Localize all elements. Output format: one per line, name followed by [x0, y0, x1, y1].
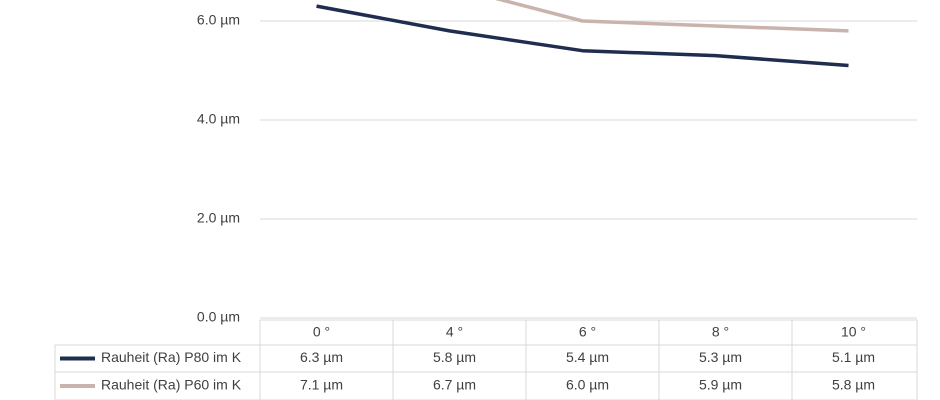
x-tick-label: 10 ° — [841, 324, 866, 340]
y-tick-label: 6.0 µm — [197, 12, 240, 28]
value-label: 7.1 µm — [300, 377, 343, 393]
x-tick-label: 8 ° — [712, 324, 729, 340]
value-label: 5.3 µm — [699, 349, 742, 365]
series-line — [494, 0, 849, 33]
x-tick-label: 6 ° — [579, 324, 596, 340]
value-label: 5.9 µm — [699, 377, 742, 393]
value-label: 6.0 µm — [566, 377, 609, 393]
y-tick-label: 0.0 µm — [197, 309, 240, 325]
value-label: 5.8 µm — [433, 349, 476, 365]
legend-label: Rauheit (Ra) P60 im K — [101, 377, 242, 393]
value-label: 5.1 µm — [832, 349, 875, 365]
x-tick-label: 0 ° — [313, 324, 330, 340]
series-line — [316, 4, 849, 68]
y-tick-label: 4.0 µm — [197, 111, 240, 127]
value-label: 6.7 µm — [433, 377, 476, 393]
legend-label: Rauheit (Ra) P80 im K — [101, 349, 242, 365]
value-label: 5.4 µm — [566, 349, 609, 365]
value-label: 5.8 µm — [832, 377, 875, 393]
y-tick-label: 2.0 µm — [197, 210, 240, 226]
x-tick-label: 4 ° — [446, 324, 463, 340]
value-label: 6.3 µm — [300, 349, 343, 365]
